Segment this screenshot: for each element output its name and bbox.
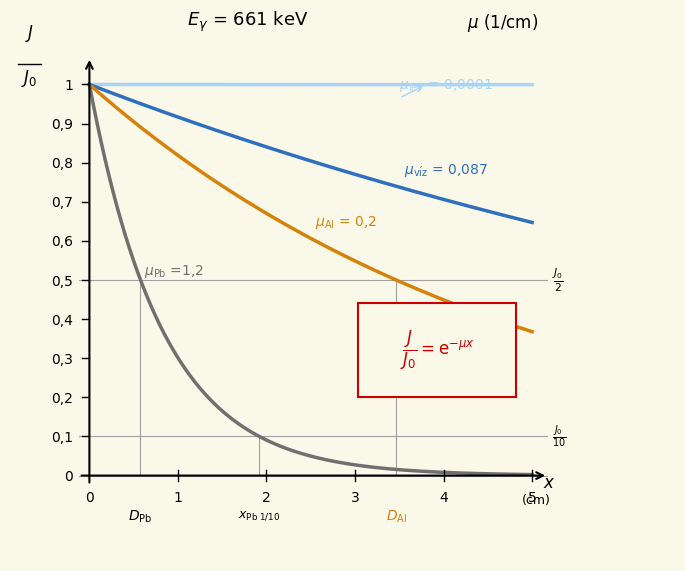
Text: $\dfrac{J}{J_0} = \mathrm{e}^{-\mu x}$: $\dfrac{J}{J_0} = \mathrm{e}^{-\mu x}$ (400, 329, 475, 372)
Text: $J$: $J$ (25, 23, 34, 44)
Text: $\mu_{\mathrm{Pb}}$ =1,2: $\mu_{\mathrm{Pb}}$ =1,2 (145, 263, 204, 280)
Text: $\mu_{\mathrm{v\acute{\i}z}}$ = 0,087: $\mu_{\mathrm{v\acute{\i}z}}$ = 0,087 (403, 162, 488, 179)
Text: $x_{\mathrm{Pb\ 1/10}}$: $x_{\mathrm{Pb\ 1/10}}$ (238, 509, 281, 522)
FancyBboxPatch shape (358, 304, 516, 397)
Text: $\mu_{\mathrm{lev}}$ = 0,0001: $\mu_{\mathrm{lev}}$ = 0,0001 (399, 77, 493, 94)
Text: $\frac{J_0}{10}$: $\frac{J_0}{10}$ (551, 423, 566, 450)
Text: $D_{\mathrm{Pb}}$: $D_{\mathrm{Pb}}$ (128, 509, 153, 525)
Text: $\mu$ (1/cm): $\mu$ (1/cm) (467, 11, 538, 34)
Text: $\mu_{\mathrm{Al}}$ = 0,2: $\mu_{\mathrm{Al}}$ = 0,2 (315, 214, 377, 231)
Text: $J_0$: $J_0$ (21, 68, 38, 89)
Text: $E_{\gamma}$ = 661 keV: $E_{\gamma}$ = 661 keV (187, 9, 308, 34)
Text: $x$: $x$ (543, 473, 555, 492)
Text: $\frac{J_0}{2}$: $\frac{J_0}{2}$ (551, 266, 564, 294)
Text: (cm): (cm) (522, 494, 551, 508)
Text: $D_{\mathrm{Al}}$: $D_{\mathrm{Al}}$ (386, 509, 407, 525)
